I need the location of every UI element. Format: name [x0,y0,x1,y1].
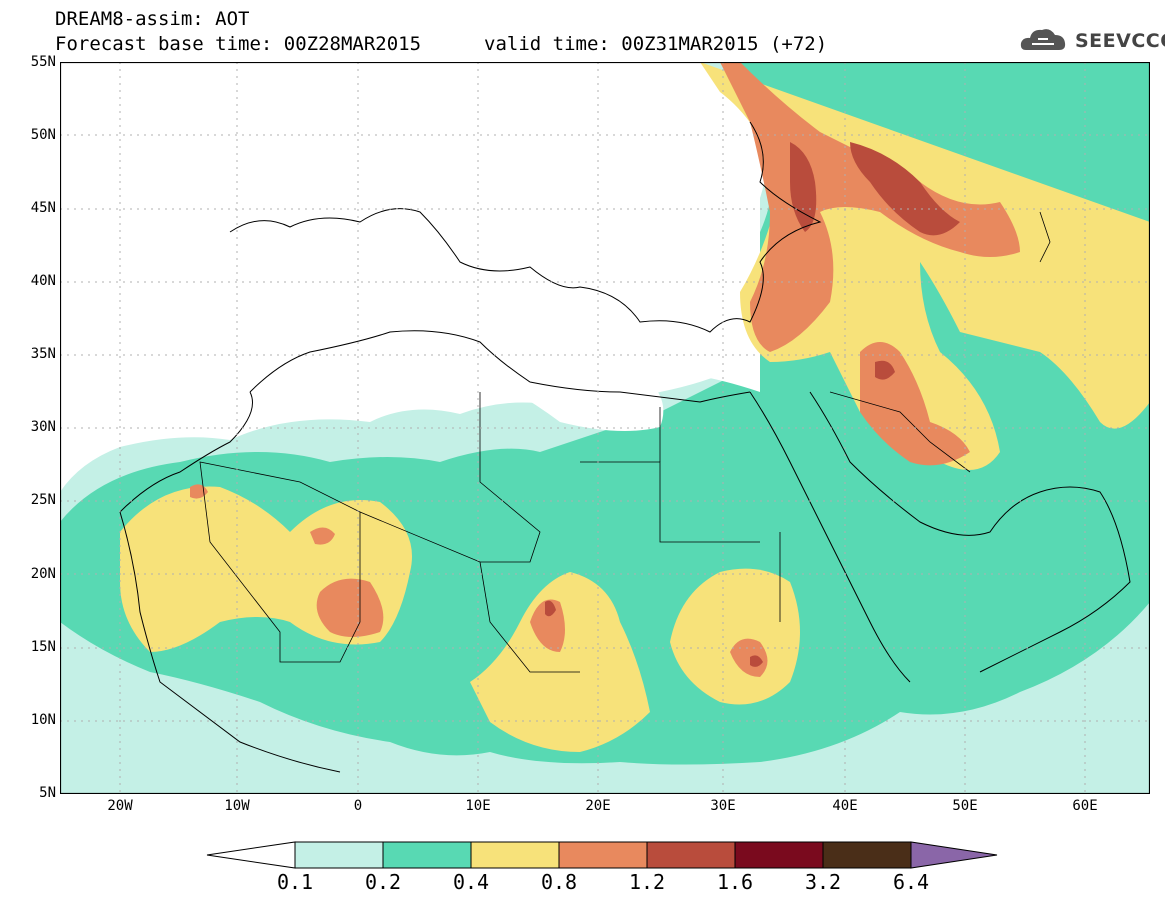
colorbar-arrow-low [206,841,296,869]
valid-time: valid time: 00Z31MAR2015 (+72) [484,33,828,55]
colorbar-label: 1.2 [628,870,666,894]
lon-label: 40E [832,798,858,814]
lat-label: 40N [30,273,56,289]
aot-band-1.2-caucasus [850,142,960,236]
lat-label: 10N [30,712,56,728]
colorbar-label: 0.1 [276,870,314,894]
aot-map [60,62,1150,794]
clear-area-west [60,62,230,432]
lat-label: 35N [30,346,56,362]
coastlines [119,121,1131,773]
lon-label: 30E [710,798,736,814]
aot-band-1.2-chad [545,600,556,617]
gridlines [60,62,1150,794]
lon-label: 10W [224,798,250,814]
lat-label: 25N [30,492,56,508]
colorbar-arrow-high [910,841,998,869]
logo-text: SEEVCCC [1075,30,1165,52]
colorbar-segment [558,841,648,869]
aot-band-0.4-sudan [670,568,800,705]
colorbar-segment [734,841,824,869]
aot-band-0.8-chad [530,599,565,652]
colorbar-label: 0.2 [364,870,402,894]
colorbar-segment [382,841,472,869]
colorbar-segment [822,841,912,869]
lon-label: 10E [465,798,491,814]
lat-label: 20N [30,566,56,582]
lon-label: 0 [353,798,363,814]
colorbar-segment [470,841,560,869]
lon-label: 20W [107,798,133,814]
colorbar-label: 3.2 [804,870,842,894]
lat-label: 15N [30,639,56,655]
aot-band-1.2-sudan [750,655,763,667]
aot-band-0.8-small1 [310,527,335,545]
clear-area-sudan [60,662,143,762]
lon-label: 20E [585,798,611,814]
clear-area-europe [230,62,745,272]
aot-band-0.8-mali [316,578,384,637]
colorbar-label: 0.4 [452,870,490,894]
lon-label: 50E [952,798,978,814]
colorbar-label: 1.6 [716,870,754,894]
colorbar-label: 0.8 [540,870,578,894]
colorbar [206,841,998,869]
aot-band-1.2-iraq [875,360,895,380]
lat-label: 50N [30,127,56,143]
lat-label: 5N [39,785,56,801]
country-borders [199,211,1051,673]
aot-band-0.4-chad [470,572,650,752]
lon-label: 60E [1072,798,1098,814]
cloud-logo-icon [1020,29,1066,50]
colorbar-segment [294,841,384,869]
lat-label: 55N [30,54,56,70]
colorbar-label: 6.4 [892,870,930,894]
colorbar-segment [646,841,736,869]
map-title: DREAM8-assim: AOT [55,8,250,30]
lat-label: 45N [30,200,56,216]
lat-label: 30N [30,419,56,435]
forecast-base-time: Forecast base time: 00Z28MAR2015 [55,33,422,55]
